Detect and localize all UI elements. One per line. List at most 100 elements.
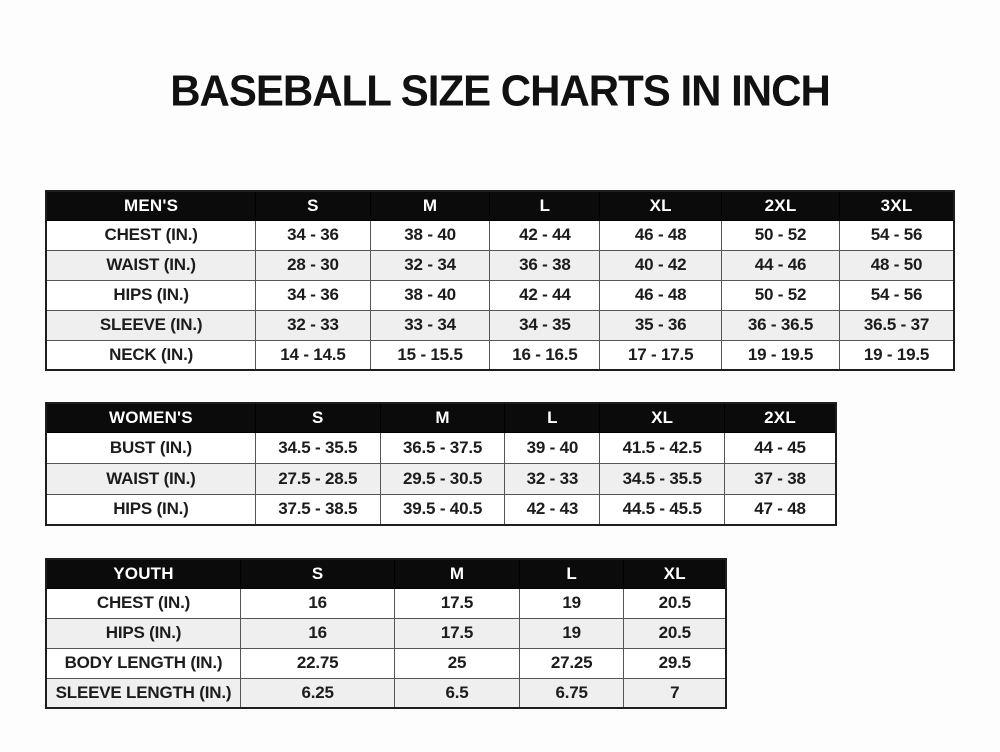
youth-size-table: YOUTH S M L XL CHEST (IN.) 16 17.5 19 20.5 HIPS (I…	[45, 558, 727, 709]
size-value-cell: 36.5 - 37.5	[379, 431, 506, 464]
size-value-cell: 29.5	[623, 647, 727, 679]
row-label-cell: CHEST (IN.)	[45, 587, 241, 619]
size-value-cell: 48 - 50	[839, 249, 955, 281]
size-value-cell: 35 - 36	[599, 309, 723, 341]
row-label-cell: SLEEVE (IN.)	[45, 309, 257, 341]
measurement-row: BUST (IN.) 34.5 - 35.5 36.5 - 37.5 39 - 40 4…	[45, 431, 837, 464]
measurement-row: CHEST (IN.) 16 17.5 19 20.5	[45, 587, 727, 619]
measurement-row: WAIST (IN.) 27.5 - 28.5 29.5 - 30.5 32 - 33…	[45, 462, 837, 495]
size-value-cell: 27.5 - 28.5	[254, 462, 381, 495]
size-value-cell: 14 - 14.5	[255, 339, 371, 371]
womens-size-table: WOMEN'S S M L XL 2XL BUST (IN.) 34.5 - 35.5 36.5…	[45, 402, 837, 526]
mens-size-table: MEN'S S M L XL 2XL 3XL CHEST (IN.) 34 - 36 38 - 4…	[45, 190, 955, 371]
size-column-header: XL	[599, 190, 723, 221]
tables-container: MEN'S S M L XL 2XL 3XL CHEST (IN.) 34 - 36 38 - 4…	[45, 190, 1000, 709]
page-title: BASEBALL SIZE CHARTS IN INCH	[170, 66, 831, 115]
row-label-cell: CHEST (IN.)	[45, 219, 257, 251]
size-value-cell: 44 - 46	[721, 249, 841, 281]
size-value-cell: 37.5 - 38.5	[254, 493, 381, 526]
size-value-cell: 32 - 33	[504, 462, 601, 495]
size-value-cell: 33 - 34	[369, 309, 491, 341]
size-value-cell: 44 - 45	[724, 431, 837, 464]
size-value-cell: 38 - 40	[369, 279, 491, 311]
size-value-cell: 39.5 - 40.5	[379, 493, 506, 526]
row-label-cell: HIPS (IN.)	[45, 493, 256, 526]
measurement-row: NECK (IN.) 14 - 14.5 15 - 15.5 16 - 16.5 17 …	[45, 339, 955, 371]
size-value-cell: 42 - 44	[489, 219, 601, 251]
size-value-cell: 25	[394, 647, 520, 679]
table-title-cell: MEN'S	[45, 190, 257, 221]
size-value-cell: 54 - 56	[839, 279, 955, 311]
size-column-header: M	[379, 402, 506, 433]
size-column-header: S	[255, 190, 371, 221]
measurement-row: HIPS (IN.) 34 - 36 38 - 40 42 - 44 46 - 48 50…	[45, 279, 955, 311]
size-value-cell: 16 - 16.5	[489, 339, 601, 371]
size-value-cell: 36 - 38	[489, 249, 601, 281]
size-value-cell: 27.25	[518, 647, 625, 679]
size-chart-page: BASEBALL SIZE CHARTS IN INCH MEN'S S M L XL 2…	[0, 66, 1000, 709]
size-value-cell: 6.5	[394, 677, 520, 709]
measurement-row: BODY LENGTH (IN.) 22.75 25 27.25 29.5	[45, 647, 727, 679]
row-label-cell: SLEEVE LENGTH (IN.)	[45, 677, 241, 709]
size-value-cell: 34.5 - 35.5	[254, 431, 381, 464]
row-label-cell: WAIST (IN.)	[45, 249, 257, 281]
size-value-cell: 44.5 - 45.5	[599, 493, 726, 526]
size-value-cell: 34 - 35	[489, 309, 601, 341]
size-value-cell: 34 - 36	[255, 279, 371, 311]
size-value-cell: 19	[518, 617, 625, 649]
size-column-header: S	[239, 558, 396, 589]
size-value-cell: 16	[239, 617, 396, 649]
size-column-header: XL	[623, 558, 727, 589]
size-column-header: M	[394, 558, 520, 589]
measurement-row: HIPS (IN.) 37.5 - 38.5 39.5 - 40.5 42 - 43 4…	[45, 493, 837, 526]
size-value-cell: 46 - 48	[599, 279, 723, 311]
size-value-cell: 22.75	[239, 647, 396, 679]
size-value-cell: 40 - 42	[599, 249, 723, 281]
size-value-cell: 15 - 15.5	[369, 339, 491, 371]
row-label-cell: NECK (IN.)	[45, 339, 257, 371]
table-title-cell: YOUTH	[45, 558, 241, 589]
size-value-cell: 54 - 56	[839, 219, 955, 251]
size-value-cell: 16	[239, 587, 396, 619]
measurement-row: SLEEVE (IN.) 32 - 33 33 - 34 34 - 35 35 - 36…	[45, 309, 955, 341]
size-value-cell: 6.75	[518, 677, 625, 709]
size-value-cell: 39 - 40	[504, 431, 601, 464]
size-value-cell: 7	[623, 677, 727, 709]
size-column-header: L	[489, 190, 601, 221]
size-value-cell: 17 - 17.5	[599, 339, 723, 371]
size-value-cell: 38 - 40	[369, 219, 491, 251]
size-value-cell: 17.5	[394, 617, 520, 649]
measurement-row: CHEST (IN.) 34 - 36 38 - 40 42 - 44 46 - 48 5…	[45, 219, 955, 251]
row-label-cell: HIPS (IN.)	[45, 617, 241, 649]
size-column-header: 2XL	[724, 402, 837, 433]
size-value-cell: 32 - 34	[369, 249, 491, 281]
size-value-cell: 50 - 52	[721, 219, 841, 251]
row-label-cell: BUST (IN.)	[45, 431, 256, 464]
size-value-cell: 36.5 - 37	[839, 309, 955, 341]
size-value-cell: 6.25	[239, 677, 396, 709]
size-value-cell: 41.5 - 42.5	[599, 431, 726, 464]
size-value-cell: 32 - 33	[255, 309, 371, 341]
header-row: YOUTH S M L XL	[45, 558, 727, 589]
size-value-cell: 28 - 30	[255, 249, 371, 281]
size-value-cell: 19 - 19.5	[839, 339, 955, 371]
size-column-header: S	[254, 402, 381, 433]
size-column-header: 2XL	[721, 190, 841, 221]
size-value-cell: 42 - 44	[489, 279, 601, 311]
size-value-cell: 46 - 48	[599, 219, 723, 251]
size-value-cell: 37 - 38	[724, 462, 837, 495]
size-value-cell: 34.5 - 35.5	[599, 462, 726, 495]
size-value-cell: 19	[518, 587, 625, 619]
size-column-header: L	[504, 402, 601, 433]
header-row: MEN'S S M L XL 2XL 3XL	[45, 190, 955, 221]
row-label-cell: HIPS (IN.)	[45, 279, 257, 311]
header-row: WOMEN'S S M L XL 2XL	[45, 402, 837, 433]
size-value-cell: 42 - 43	[504, 493, 601, 526]
size-column-header: XL	[599, 402, 726, 433]
row-label-cell: BODY LENGTH (IN.)	[45, 647, 241, 679]
size-value-cell: 50 - 52	[721, 279, 841, 311]
size-value-cell: 47 - 48	[724, 493, 837, 526]
measurement-row: WAIST (IN.) 28 - 30 32 - 34 36 - 38 40 - 42 4…	[45, 249, 955, 281]
measurement-row: SLEEVE LENGTH (IN.) 6.25 6.5 6.75 7	[45, 677, 727, 709]
size-value-cell: 29.5 - 30.5	[379, 462, 506, 495]
